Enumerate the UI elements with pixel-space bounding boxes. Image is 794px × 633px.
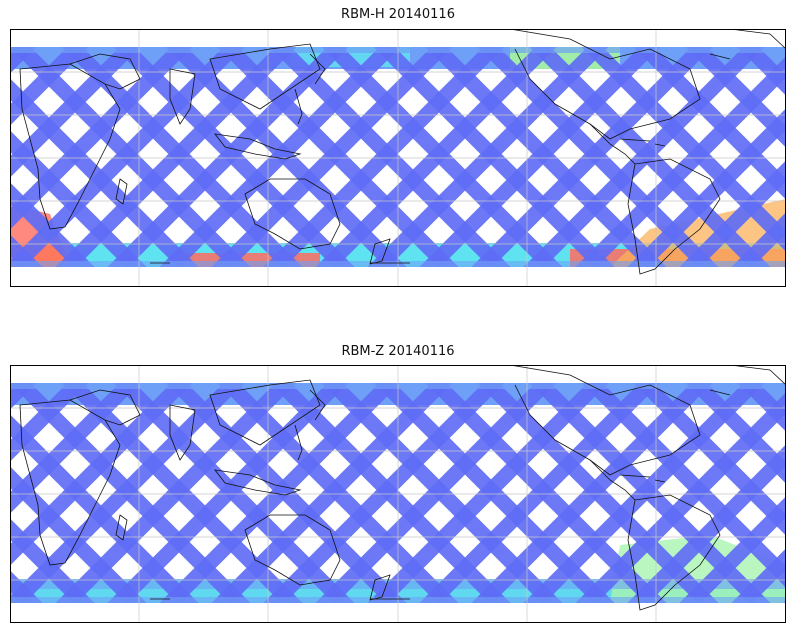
coastline-13: [709, 29, 786, 60]
map-canvas-rbm-z: [10, 365, 786, 623]
coastline-12: [627, 494, 721, 611]
coastline-10: [589, 123, 636, 165]
coastline-5: [214, 469, 302, 496]
coastline-2: [115, 514, 128, 541]
coastline-0: [19, 399, 121, 566]
coastline-4: [209, 43, 321, 110]
coastline-11: [619, 138, 666, 147]
coastline-1: [69, 389, 141, 426]
coastline-1: [69, 53, 141, 90]
coastline-8: [369, 574, 391, 601]
map-frame: [10, 29, 786, 287]
map-canvas-rbm-h: [10, 29, 786, 287]
coastline-3: [169, 404, 196, 461]
coastline-6: [294, 389, 326, 461]
coastline-9: [509, 29, 701, 140]
graticule: [10, 29, 786, 287]
coastline-5: [214, 133, 302, 160]
coastline-11: [619, 474, 666, 483]
coastline-13: [709, 365, 786, 396]
graticule: [10, 365, 786, 623]
coastline-9: [509, 365, 701, 476]
coastline-7: [244, 178, 341, 250]
map-rbm-h: [10, 29, 786, 287]
map-rbm-z: [10, 365, 786, 623]
coastline-2: [115, 178, 128, 205]
coastlines: [19, 29, 786, 275]
coastline-0: [19, 63, 121, 230]
coastline-3: [169, 68, 196, 125]
satellite-swaths: [10, 47, 786, 267]
coastline-7: [244, 514, 341, 586]
panel-title-rbm-z: RBM-Z 20140116: [341, 344, 455, 359]
panel-title-rbm-h: RBM-H 20140116: [341, 7, 455, 22]
coastline-6: [294, 53, 326, 125]
map-frame: [10, 365, 786, 623]
coastline-4: [209, 379, 321, 446]
coastline-12: [627, 158, 721, 275]
coastline-10: [589, 459, 636, 501]
coastlines: [19, 365, 786, 611]
coastline-8: [369, 238, 391, 265]
